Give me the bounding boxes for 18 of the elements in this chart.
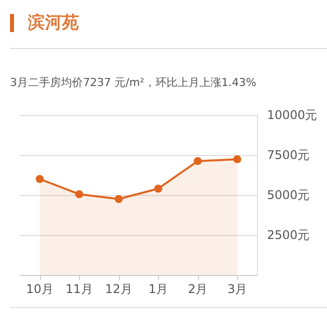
point (75, 190, 84, 198)
point (233, 155, 242, 164)
x-tick-label: 10月 (26, 282, 54, 296)
x-tick-label: 1月 (148, 282, 168, 296)
x-tick-label: 3月 (227, 282, 248, 296)
x-tick-label: 11月 (66, 282, 93, 296)
y-tick-label: 7500元 (267, 148, 310, 162)
point (36, 175, 44, 183)
x-tick-label: 12月 (105, 282, 132, 296)
y-tick-label: 10000元 (267, 108, 318, 122)
chart-subtitle: 3月二手房均价7237 元/m²，环比上月上涨1.43% (10, 75, 256, 90)
y-tick-label: 5000元 (267, 188, 310, 202)
chart-title: 滨河苑 (28, 12, 79, 34)
point (114, 195, 123, 203)
x-tick-label: 2月 (188, 282, 208, 296)
y-tick-label: 2500元 (267, 228, 310, 242)
point (194, 157, 202, 166)
point (154, 184, 162, 193)
